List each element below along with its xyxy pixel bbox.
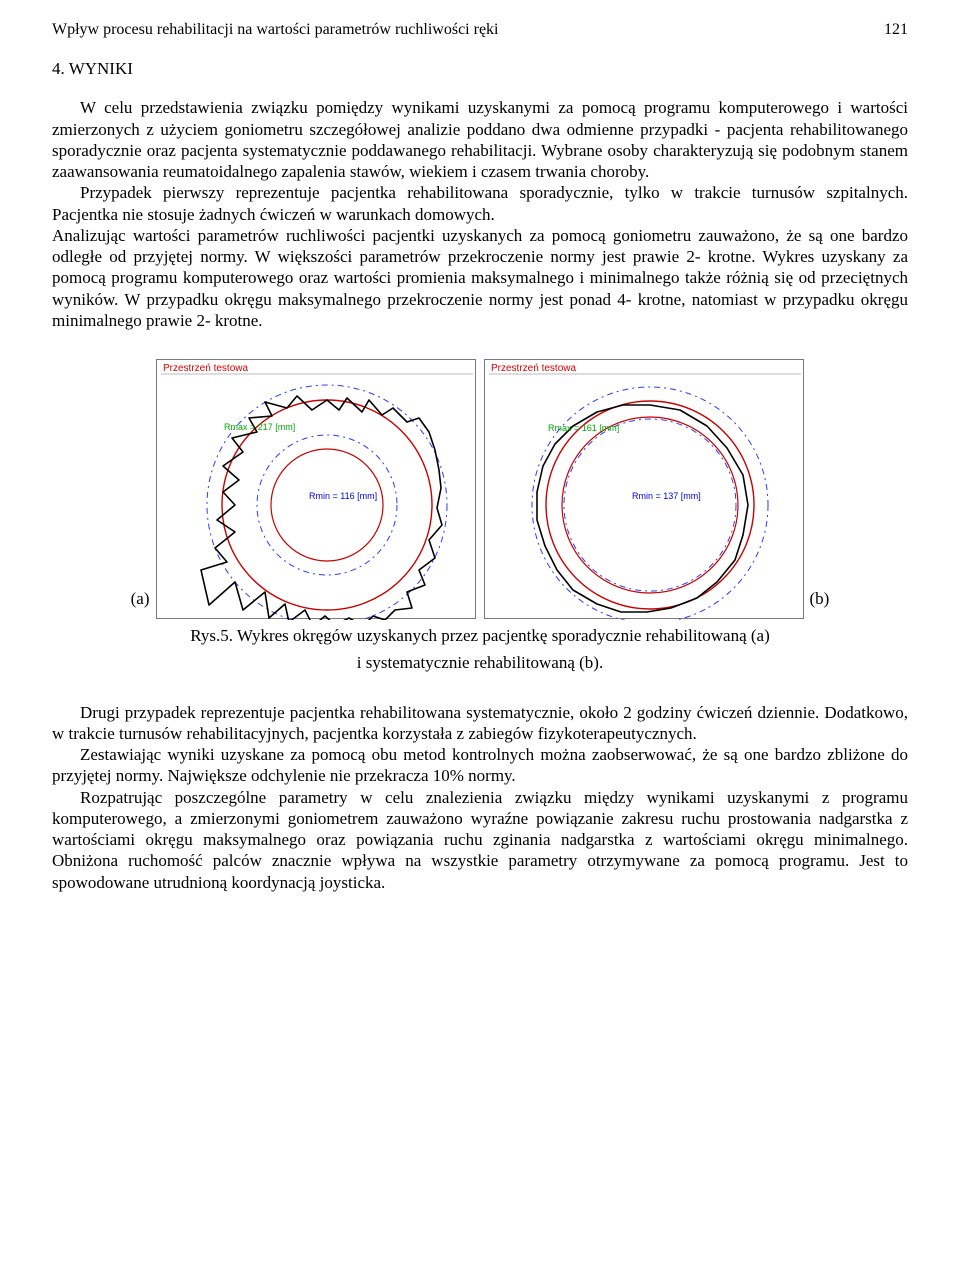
svg-text:Rmin = 137 [mm]: Rmin = 137 [mm] xyxy=(632,491,701,501)
paragraph-2: Przypadek pierwszy reprezentuje pacjentk… xyxy=(52,182,908,225)
figure-label-b: (b) xyxy=(810,588,830,609)
svg-text:Rmax = 217 [mm]: Rmax = 217 [mm] xyxy=(224,422,295,432)
figure-panel-a: Przestrzeń testowa Rmax = 217 [mm] Rmin = … xyxy=(156,359,476,619)
figure-panel-b: Przestrzeń testowa Rmax = 161 [mm] Rmin = … xyxy=(484,359,804,619)
svg-text:Przestrzeń testowa: Przestrzeń testowa xyxy=(163,363,248,374)
figure-caption-line1: Rys.5. Wykres okręgów uzyskanych przez p… xyxy=(52,625,908,646)
section-heading: 4. WYNIKI xyxy=(52,58,908,79)
svg-text:Przestrzeń testowa: Przestrzeń testowa xyxy=(491,363,576,374)
paragraph-4: Drugi przypadek reprezentuje pacjentka r… xyxy=(52,702,908,745)
svg-text:Rmax = 161 [mm]: Rmax = 161 [mm] xyxy=(548,423,619,433)
paragraph-1: W celu przedstawienia związku pomiędzy w… xyxy=(52,97,908,182)
svg-text:Rmin = 116 [mm]: Rmin = 116 [mm] xyxy=(309,491,377,501)
figure-caption-line2: i systematycznie rehabilitowaną (b). xyxy=(52,652,908,673)
figure-label-a: (a) xyxy=(131,588,150,609)
paragraph-3: Analizując wartości parametrów ruchliwoś… xyxy=(52,225,908,331)
figure-5: (a) Przestrzeń testowa Rmax = 217 [mm] Rmi… xyxy=(52,359,908,619)
paragraph-5: Zestawiając wyniki uzyskane za pomocą ob… xyxy=(52,744,908,787)
paragraph-6: Rozpatrując poszczególne parametry w cel… xyxy=(52,787,908,893)
running-title: Wpływ procesu rehabilitacji na wartości … xyxy=(52,20,499,40)
page-number: 121 xyxy=(884,20,908,40)
